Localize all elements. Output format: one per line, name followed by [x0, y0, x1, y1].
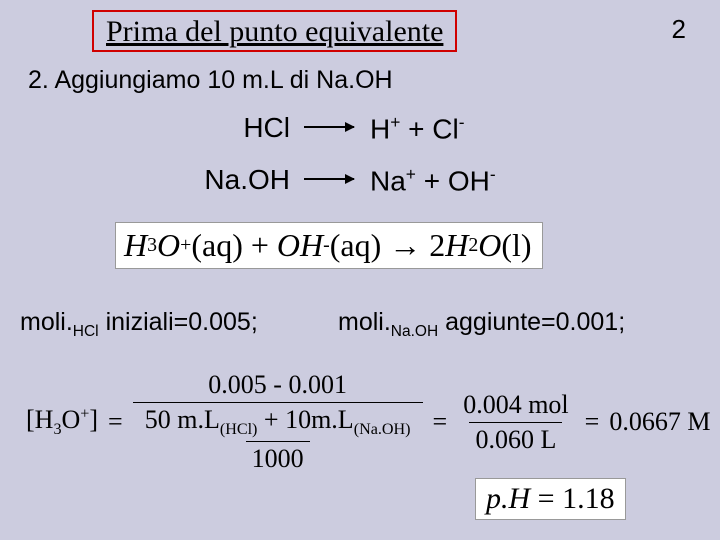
reaction-1-right: H+ + Cl- — [370, 112, 465, 145]
step-text: Aggiungiamo 10 m.L di Na.OH — [54, 66, 392, 94]
reaction-2-left: Na.OH — [204, 164, 290, 196]
reaction-1-left: HCl — [243, 112, 290, 144]
slide-title: Prima del punto equivalente — [92, 10, 457, 52]
equals-sign: = — [585, 407, 600, 437]
neutralization-equation: H3O+(aq) + OH-(aq) → 2H2O(l) — [115, 222, 543, 269]
fraction-2: 0.004 mol 0.060 L — [457, 390, 574, 455]
equals-sign: = — [433, 407, 448, 437]
step-line: 2. Aggiungiamo 10 m.L di Na.OH — [28, 66, 393, 95]
fraction-1: 0.005 - 0.001 50 m.L(HCl) + 10m.L(Na.OH)… — [133, 370, 423, 474]
moles-hcl: moli.HCl iniziali=0.005; — [20, 308, 258, 341]
step-number: 2. — [28, 66, 49, 94]
page-number: 2 — [672, 14, 686, 45]
arrow-icon — [304, 178, 354, 180]
moles-naoh: moli.Na.OH aggiunte=0.001; — [338, 308, 625, 341]
arrow-icon — [304, 126, 354, 128]
reaction-2-right: Na+ + OH- — [370, 164, 496, 197]
calc-result: 0.0667 M — [609, 407, 710, 437]
equals-sign: = — [108, 407, 123, 437]
ph-result: p.H = 1.18 — [475, 478, 626, 520]
concentration-calc: [H3O+] = 0.005 - 0.001 50 m.L(HCl) + 10m… — [26, 370, 710, 474]
calc-lhs: [H3O+] — [26, 405, 98, 439]
